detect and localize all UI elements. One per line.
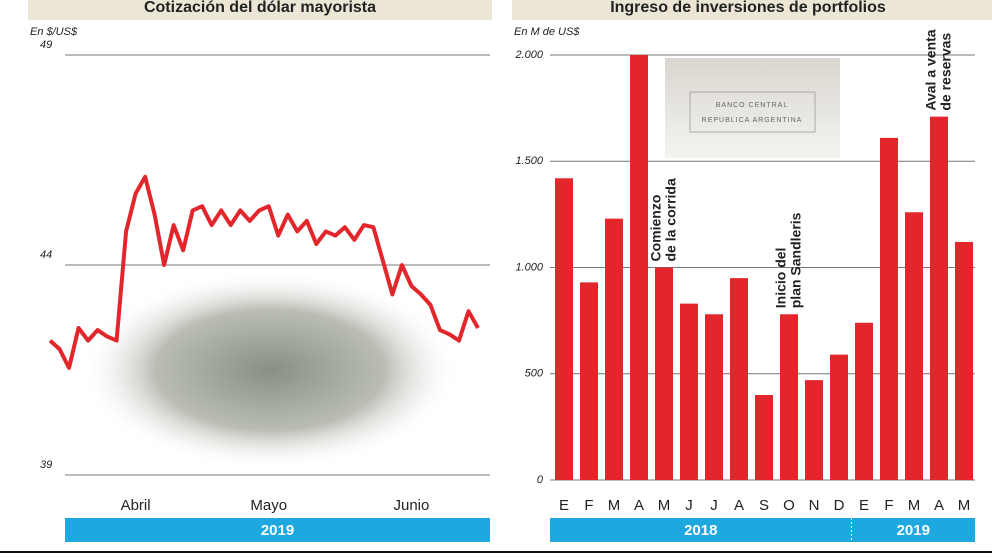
annotation: Inicio del [773,248,789,309]
y-axis-label: En M de US$ [514,26,580,38]
year-band [550,518,975,542]
x-tick-label: M [958,497,971,514]
bar [605,218,623,480]
y-tick-label: 1.500 [515,155,543,167]
y-tick-label: 500 [525,368,544,380]
bar [930,116,948,480]
image-text: REPUBLICA ARGENTINA [702,117,803,124]
x-tick-label: S [759,497,769,514]
bar [655,267,673,480]
x-tick-label: M [658,497,671,514]
x-tick-label: A [934,497,944,514]
bar [830,354,848,480]
year-label: 2018 [684,522,717,539]
x-tick-label: N [809,497,820,514]
image-text: BANCO CENTRAL [716,102,789,109]
bar [755,395,773,480]
bar [780,314,798,480]
annotation: Aval a venta [923,29,939,110]
bar [955,242,973,480]
x-tick-label: A [634,497,644,514]
bar [580,282,598,480]
bar [730,278,748,480]
x-tick-label: E [559,497,569,514]
y-tick-label: 39 [40,459,52,471]
annotation: plan Sandleris [788,212,804,308]
x-tick-label: E [859,497,869,514]
x-tick-label: Mayo [250,497,287,514]
y-tick-label: 2.000 [514,49,543,61]
x-tick-label: J [710,497,718,514]
x-tick-label: M [908,497,921,514]
x-tick-label: O [783,497,795,514]
title-band [28,0,492,20]
chart-title: Ingreso de inversiones de portfolios [610,0,886,16]
bar [855,322,873,480]
bar [680,303,698,480]
year-label: 2019 [261,522,294,539]
chart-title: Cotización del dólar mayorista [144,0,376,16]
y-tick-label: 1.000 [515,261,543,273]
x-tick-label: F [884,497,893,514]
x-tick-label: Junio [393,497,429,514]
y-tick-label: 44 [40,249,52,261]
bank-photo [665,58,840,158]
y-tick-label: 0 [537,474,544,486]
title-band [512,0,992,20]
x-tick-label: J [685,497,693,514]
line-series [48,174,480,370]
bank-facade [689,91,816,133]
bar [630,55,648,480]
annotation: de reservas [938,33,954,111]
x-tick-label: F [584,497,593,514]
x-tick-label: D [834,497,845,514]
annotation: Comienzo [648,195,664,262]
bar [805,380,823,480]
annotation: de la corrida [663,178,679,261]
y-tick-label: 49 [40,39,52,51]
bar [880,137,898,480]
bar [555,178,573,480]
x-tick-label: Abril [121,497,151,514]
x-tick-label: A [734,497,744,514]
bar [905,212,923,480]
money-photo [80,270,460,470]
year-band [65,518,490,542]
x-tick-label: M [608,497,621,514]
y-axis-label: En $/US$ [30,26,78,38]
bar [705,314,723,480]
year-label: 2019 [897,522,930,539]
